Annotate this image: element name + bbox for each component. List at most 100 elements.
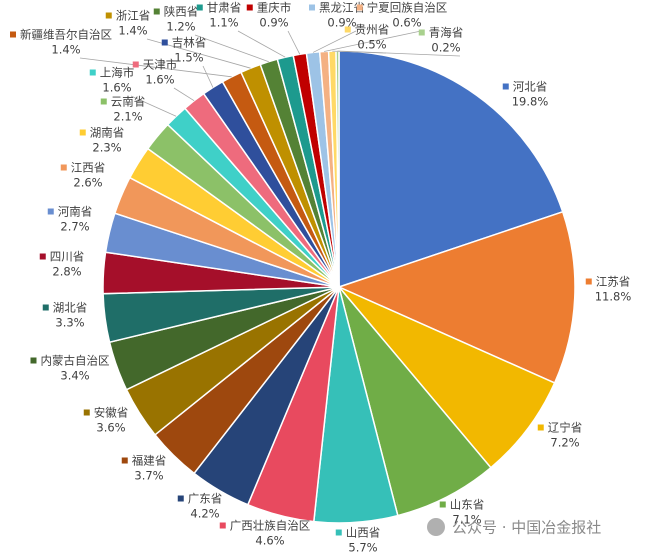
value-label: 3.3% bbox=[55, 316, 84, 330]
value-label: 0.6% bbox=[392, 16, 421, 30]
leader-line bbox=[194, 34, 269, 63]
slice-label: 河北省 bbox=[513, 80, 548, 94]
slice-label: 福建省 bbox=[132, 454, 167, 468]
legend-swatch bbox=[89, 69, 96, 76]
legend-swatch bbox=[42, 304, 49, 311]
value-label: 1.2% bbox=[166, 20, 195, 34]
legend-swatch bbox=[219, 522, 226, 529]
legend-swatch bbox=[30, 357, 37, 364]
value-label: 1.6% bbox=[145, 73, 174, 87]
value-label: 2.3% bbox=[92, 141, 121, 155]
slice-label: 湖南省 bbox=[90, 126, 125, 140]
watermark: 公众号 · 中国冶金报社 bbox=[452, 519, 601, 537]
leader-line bbox=[130, 95, 177, 117]
legend-swatch bbox=[121, 457, 128, 464]
slice-label: 河南省 bbox=[58, 205, 93, 219]
value-label: 3.7% bbox=[134, 469, 163, 483]
leaders bbox=[79, 30, 461, 117]
slice-label: 山西省 bbox=[346, 526, 381, 540]
pie-slice bbox=[336, 210, 576, 384]
pie-slice bbox=[338, 50, 564, 289]
value-label: 7.1% bbox=[452, 513, 481, 527]
slice-label: 陕西省 bbox=[164, 5, 199, 19]
slice-label: 重庆市 bbox=[257, 1, 292, 15]
legend-swatch bbox=[161, 39, 168, 46]
slice-label: 青海省 bbox=[429, 26, 464, 40]
legend-swatch bbox=[132, 61, 139, 68]
legend-swatch bbox=[100, 98, 107, 105]
legend-swatch bbox=[60, 164, 67, 171]
leader-line bbox=[173, 87, 195, 102]
legend-swatch bbox=[177, 495, 184, 502]
leader-line bbox=[312, 30, 357, 53]
value-label: 3.6% bbox=[96, 421, 125, 435]
value-label: 3.4% bbox=[60, 369, 89, 383]
legend-swatch bbox=[309, 4, 315, 11]
legend-swatch bbox=[196, 4, 203, 11]
slice-label: 宁夏回族自治区 bbox=[367, 1, 448, 15]
slice-label: 山东省 bbox=[450, 498, 485, 512]
watermark-icon bbox=[427, 518, 445, 536]
slice-label: 浙江省 bbox=[116, 9, 151, 23]
value-label: 1.4% bbox=[51, 43, 80, 57]
slice-label: 黑龙江省 bbox=[319, 1, 365, 15]
legend-swatch bbox=[153, 8, 160, 15]
legend-swatch bbox=[47, 208, 54, 215]
slice-label: 江苏省 bbox=[596, 275, 631, 289]
slice-label: 江西省 bbox=[71, 161, 106, 175]
legend-swatch bbox=[344, 26, 351, 33]
slice-label: 安徽省 bbox=[94, 406, 129, 420]
slice-label: 四川省 bbox=[50, 250, 85, 264]
leader-line bbox=[324, 30, 422, 52]
legend-swatch bbox=[439, 501, 446, 508]
value-label: 0.2% bbox=[431, 41, 460, 55]
legend-swatch bbox=[356, 4, 363, 11]
slice-label: 云南省 bbox=[111, 95, 146, 109]
value-label: 1.6% bbox=[102, 81, 131, 95]
slices bbox=[102, 50, 576, 524]
slice-label: 吉林省 bbox=[172, 36, 207, 50]
leader-line bbox=[237, 30, 286, 58]
value-label: 0.9% bbox=[259, 16, 288, 30]
pie-slice bbox=[338, 286, 556, 469]
value-label: 5.7% bbox=[348, 541, 377, 555]
value-label: 2.7% bbox=[60, 220, 89, 234]
slice-label: 广东省 bbox=[188, 492, 223, 506]
legend-swatch bbox=[502, 83, 509, 90]
pie-slice bbox=[338, 286, 492, 517]
value-label: 7.2% bbox=[550, 436, 579, 450]
legend-swatch bbox=[335, 529, 342, 536]
slice-label: 甘肃省 bbox=[207, 1, 242, 15]
value-label: 0.9% bbox=[327, 16, 356, 30]
slice-label: 上海市 bbox=[100, 66, 135, 80]
leader-line bbox=[79, 57, 232, 78]
leader-line bbox=[287, 30, 301, 55]
legend-swatch bbox=[537, 424, 544, 431]
value-label: 2.6% bbox=[73, 176, 102, 190]
legend-swatch bbox=[418, 29, 425, 36]
legend-swatch bbox=[83, 409, 90, 416]
legend-swatch bbox=[10, 31, 16, 38]
value-label: 11.8% bbox=[595, 290, 632, 304]
slice-label: 广西壮族自治区 bbox=[230, 519, 311, 533]
value-label: 0.5% bbox=[357, 38, 386, 52]
slice-label: 贵州省 bbox=[355, 23, 390, 37]
value-label: 1.1% bbox=[209, 16, 238, 30]
leader-line bbox=[337, 50, 461, 57]
slice-label: 湖北省 bbox=[53, 301, 88, 315]
value-label: 1.4% bbox=[118, 24, 147, 38]
legend-swatch bbox=[246, 4, 253, 11]
value-label: 2.1% bbox=[113, 110, 142, 124]
legend-swatch bbox=[105, 12, 112, 19]
slice-label: 内蒙古自治区 bbox=[41, 354, 110, 368]
value-label: 19.8% bbox=[512, 95, 549, 109]
value-label: 1.5% bbox=[174, 51, 203, 65]
slice-label: 辽宁省 bbox=[548, 421, 583, 435]
slice-label: 新疆维吾尔自治区 bbox=[20, 28, 112, 42]
value-label: 4.6% bbox=[255, 534, 284, 548]
value-label: 2.8% bbox=[52, 265, 81, 279]
value-label: 4.2% bbox=[190, 507, 219, 521]
leader-line bbox=[202, 65, 214, 88]
